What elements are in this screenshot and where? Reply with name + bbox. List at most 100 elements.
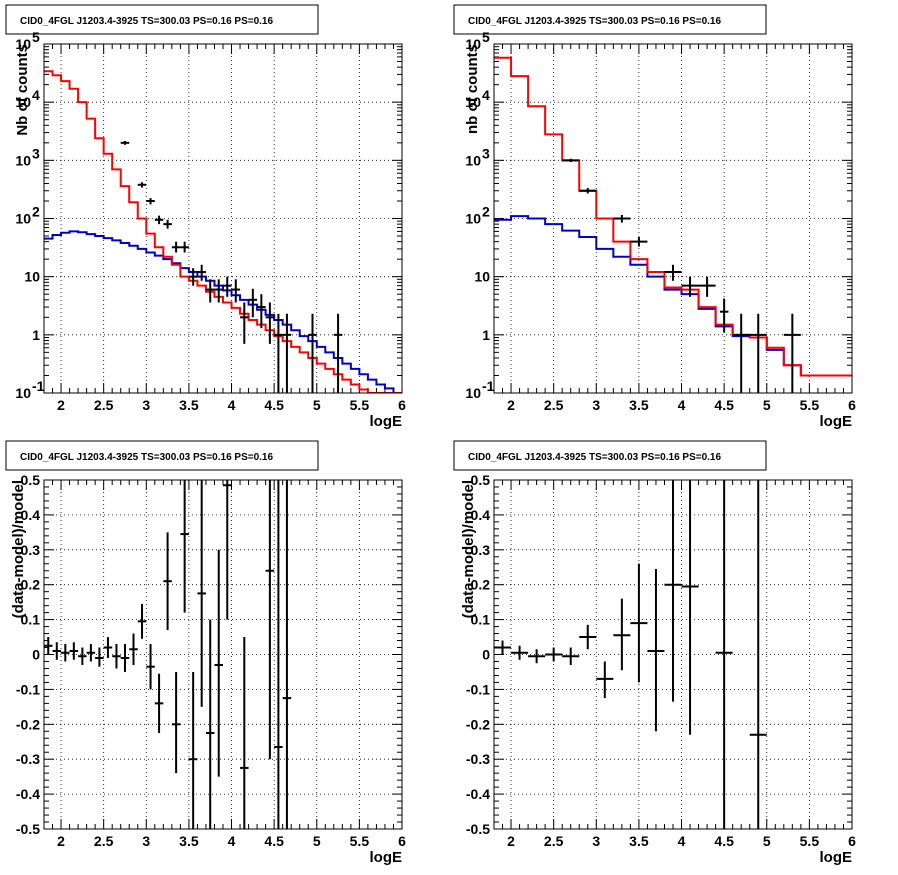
x-tick-label: 2.5 (94, 833, 114, 849)
x-tick-label: 5.5 (350, 833, 370, 849)
y-axis-label: Nb of counts (14, 44, 31, 136)
chart-title-box (453, 440, 767, 471)
x-axis-label: logE (820, 413, 853, 430)
source-model-histogram (494, 215, 852, 377)
y-tick-label: 0.4 (471, 507, 491, 523)
chart-panel-top-left: CID0_4FGL J1203.4-3925 TS=300.03 PS=0.16… (5, 4, 406, 430)
data-point (274, 313, 283, 393)
data-point (248, 288, 258, 318)
y-tick-label-exponent: 5 (32, 29, 40, 45)
y-tick-label: 10 (24, 269, 40, 285)
data-point (180, 241, 189, 253)
data-point (146, 644, 155, 690)
data-point (528, 649, 546, 664)
data-point (112, 644, 121, 669)
y-tick-label: -0.2 (466, 716, 490, 732)
data-point (596, 661, 614, 699)
data-point (647, 568, 665, 732)
y-tick-label: 10 (15, 211, 31, 227)
plot-frame (493, 43, 853, 394)
x-tick-label: 3 (592, 833, 600, 849)
data-point (188, 671, 198, 829)
data-point (180, 480, 189, 613)
y-tick-label: -0.4 (16, 786, 40, 802)
x-tick-label: 5.5 (800, 833, 820, 849)
data-point (240, 302, 249, 344)
y-tick-label-exponent: 2 (32, 204, 40, 220)
data-point (52, 642, 62, 660)
x-tick-label: 4 (678, 833, 686, 849)
chart-panel-top-right: CID0_4FGL J1203.4-3925 TS=300.03 PS=0.16… (453, 4, 856, 430)
data-point (214, 279, 223, 303)
y-tick-label: 1 (482, 327, 490, 343)
x-tick-label: 5.5 (350, 397, 370, 413)
data-point (511, 645, 529, 660)
x-tick-label: 5 (313, 397, 321, 413)
y-tick-label: 0.4 (21, 507, 41, 523)
data-point (749, 313, 767, 393)
data-point (205, 279, 215, 303)
plot-area (44, 70, 402, 393)
y-tick-label: -0.3 (466, 751, 490, 767)
y-tick-label: -0.4 (466, 786, 490, 802)
data-point (664, 480, 682, 702)
data-point (129, 633, 138, 665)
data-point (69, 642, 79, 660)
plot-frame (43, 43, 403, 394)
y-tick-label: 0.5 (471, 472, 491, 488)
y-tick-label: 10 (465, 152, 481, 168)
x-tick-label: 3 (142, 833, 150, 849)
plot-frame (493, 479, 853, 830)
y-tick-label-exponent: 2 (482, 204, 490, 220)
data-point (61, 644, 70, 662)
data-point (562, 158, 580, 163)
y-tick-label: 0.3 (21, 542, 41, 558)
y-tick-label-exponent: 3 (32, 145, 40, 161)
data-point (265, 302, 275, 344)
data-point (274, 480, 283, 829)
data-point (613, 214, 631, 223)
data-point (562, 647, 580, 665)
data-point (545, 647, 563, 662)
data-point (154, 673, 164, 734)
data-point (308, 313, 317, 393)
x-axis-label: logE (820, 849, 853, 866)
y-tick-label: -0.1 (16, 681, 40, 697)
y-tick-label-exponent: -1 (32, 378, 45, 394)
data-point (579, 624, 597, 650)
x-tick-label: 5 (313, 833, 321, 849)
chart-title: CID0_4FGL J1203.4-3925 TS=300.03 PS=0.16… (20, 16, 273, 27)
data-point (579, 187, 597, 194)
data-point (154, 215, 164, 225)
total-model-histogram (44, 70, 402, 393)
data-point (146, 198, 155, 205)
y-tick-label: 0 (482, 647, 490, 663)
chart-title-box (5, 440, 319, 471)
x-tick-label: 6 (848, 397, 856, 413)
y-tick-label: 10 (465, 94, 481, 110)
data-point (120, 644, 130, 672)
y-tick-label: 10 (474, 269, 490, 285)
data-point (197, 480, 206, 707)
x-axis-label: logE (370, 413, 403, 430)
data-point (333, 313, 343, 393)
y-tick-label-exponent: 4 (482, 87, 490, 103)
data-point (163, 219, 172, 229)
y-axis-label: nb of counts (464, 44, 481, 134)
data-point (282, 480, 292, 829)
x-axis-label: logE (370, 849, 403, 866)
data-point (78, 647, 87, 665)
x-tick-label: 5 (763, 397, 771, 413)
x-tick-label: 2.5 (544, 833, 564, 849)
y-tick-label: 0.1 (471, 612, 491, 628)
y-tick-label: 10 (15, 385, 31, 401)
x-tick-label: 6 (398, 833, 406, 849)
y-tick-label: 10 (15, 152, 31, 168)
x-tick-label: 2 (507, 397, 515, 413)
data-point (163, 532, 172, 631)
data-point (205, 619, 215, 829)
x-tick-label: 3.5 (179, 833, 199, 849)
x-tick-label: 2.5 (94, 397, 114, 413)
data-point (44, 637, 53, 655)
